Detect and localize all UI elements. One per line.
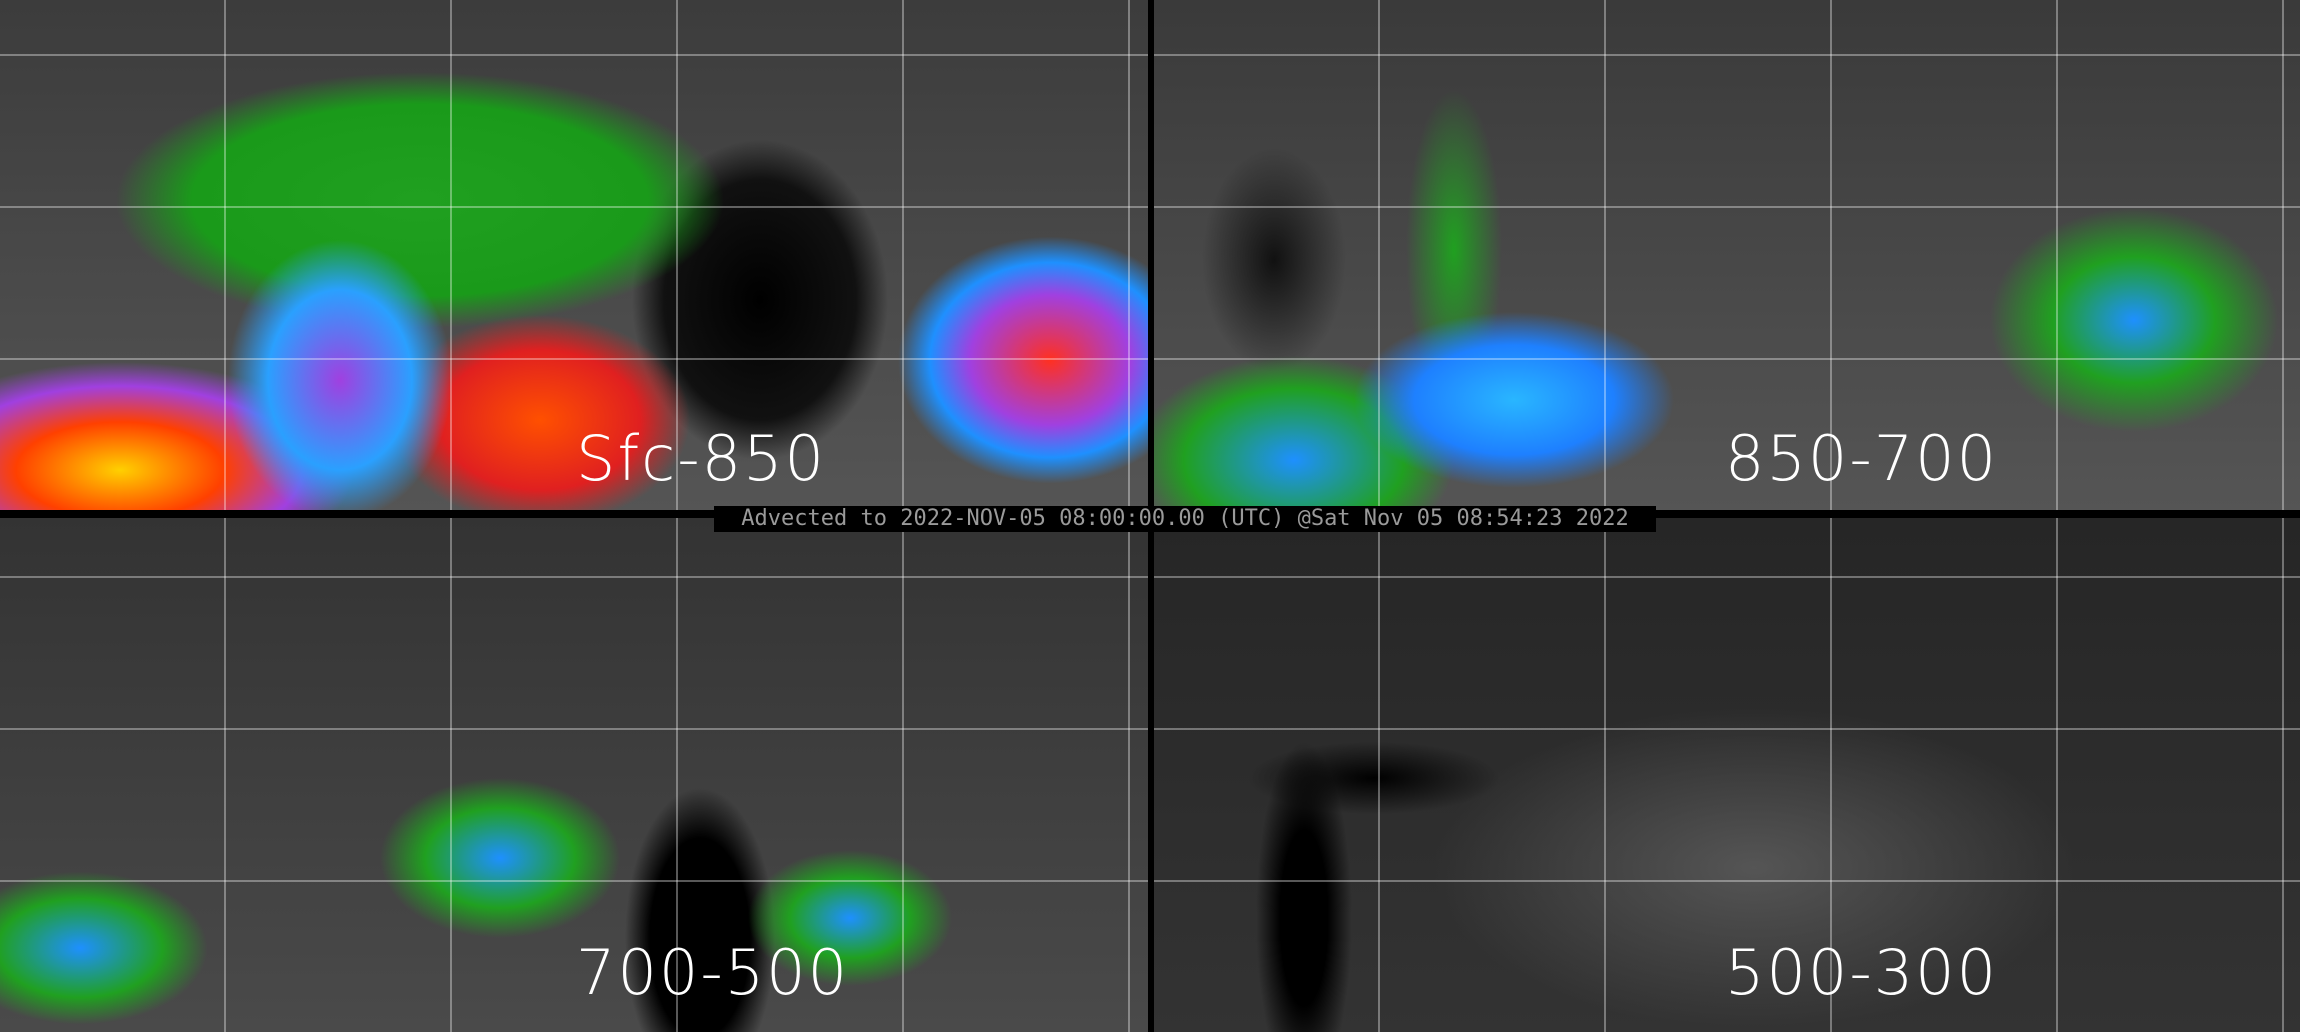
layer-label: 500-300 [1725, 936, 1999, 1009]
map-panel-700-500: 700-500 [0, 518, 1148, 1032]
layer-label: 700-500 [576, 936, 850, 1009]
advection-timestamp-caption: Advected to 2022-NOV-05 08:00:00.00 (UTC… [714, 506, 1656, 532]
layer-label: 850-700 [1725, 422, 1999, 495]
map-panel-850-700: 850-700 [1154, 0, 2300, 510]
layer-label: Sfc-850 [576, 422, 826, 495]
lat-lon-grid [1154, 518, 2300, 1032]
map-panel-500-300: 500-300 [1154, 518, 2300, 1032]
map-panel-sfc-850: Sfc-850 [0, 0, 1148, 510]
lat-lon-grid [0, 0, 1148, 510]
lat-lon-grid [0, 518, 1148, 1032]
lat-lon-grid [1154, 0, 2300, 510]
